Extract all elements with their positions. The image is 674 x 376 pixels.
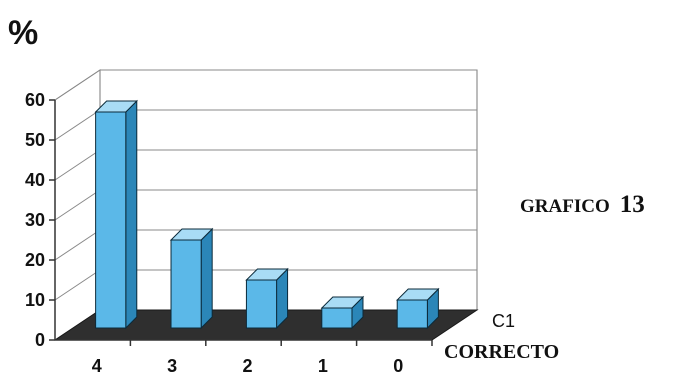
x-axis-title: CORRECTO (444, 341, 559, 363)
bar-front (321, 307, 353, 329)
bar-side (200, 227, 213, 330)
bar (94, 99, 138, 330)
y-tick-label: 60 (25, 90, 45, 110)
x-tick-label: 4 (92, 356, 102, 376)
y-tick-label: 50 (25, 130, 45, 150)
bar (320, 295, 365, 330)
y-tick-label: 10 (25, 290, 45, 310)
chart-title-number: 13 (620, 191, 645, 218)
x-tick-label: 2 (242, 356, 252, 376)
gridline (54, 69, 477, 101)
y-axis-ticks: 0 10 20 30 40 50 60 (25, 90, 56, 350)
y-tick-label: 0 (35, 330, 45, 350)
bar-front (170, 239, 202, 329)
bar-side (125, 99, 138, 330)
x-tick-label: 3 (167, 356, 177, 376)
x-axis-ticks: 4 3 2 1 0 (55, 339, 433, 376)
bar-front (95, 111, 127, 329)
chart-title: GRAFICO 13 (520, 191, 645, 218)
x-tick-label: 0 (393, 356, 403, 376)
series-label: C1 (492, 311, 515, 331)
bar-front (245, 279, 278, 329)
chart-title-text: GRAFICO (520, 196, 610, 217)
x-tick-label: 1 (318, 356, 328, 376)
y-tick-label: 20 (25, 250, 45, 270)
bars (94, 99, 440, 330)
y-tick-label: 40 (25, 170, 45, 190)
bar (396, 287, 440, 330)
bar-front (396, 299, 428, 329)
bar (169, 227, 214, 330)
bar (245, 267, 289, 330)
y-tick-label: 30 (25, 210, 45, 230)
y-axis-title: % (8, 14, 38, 52)
